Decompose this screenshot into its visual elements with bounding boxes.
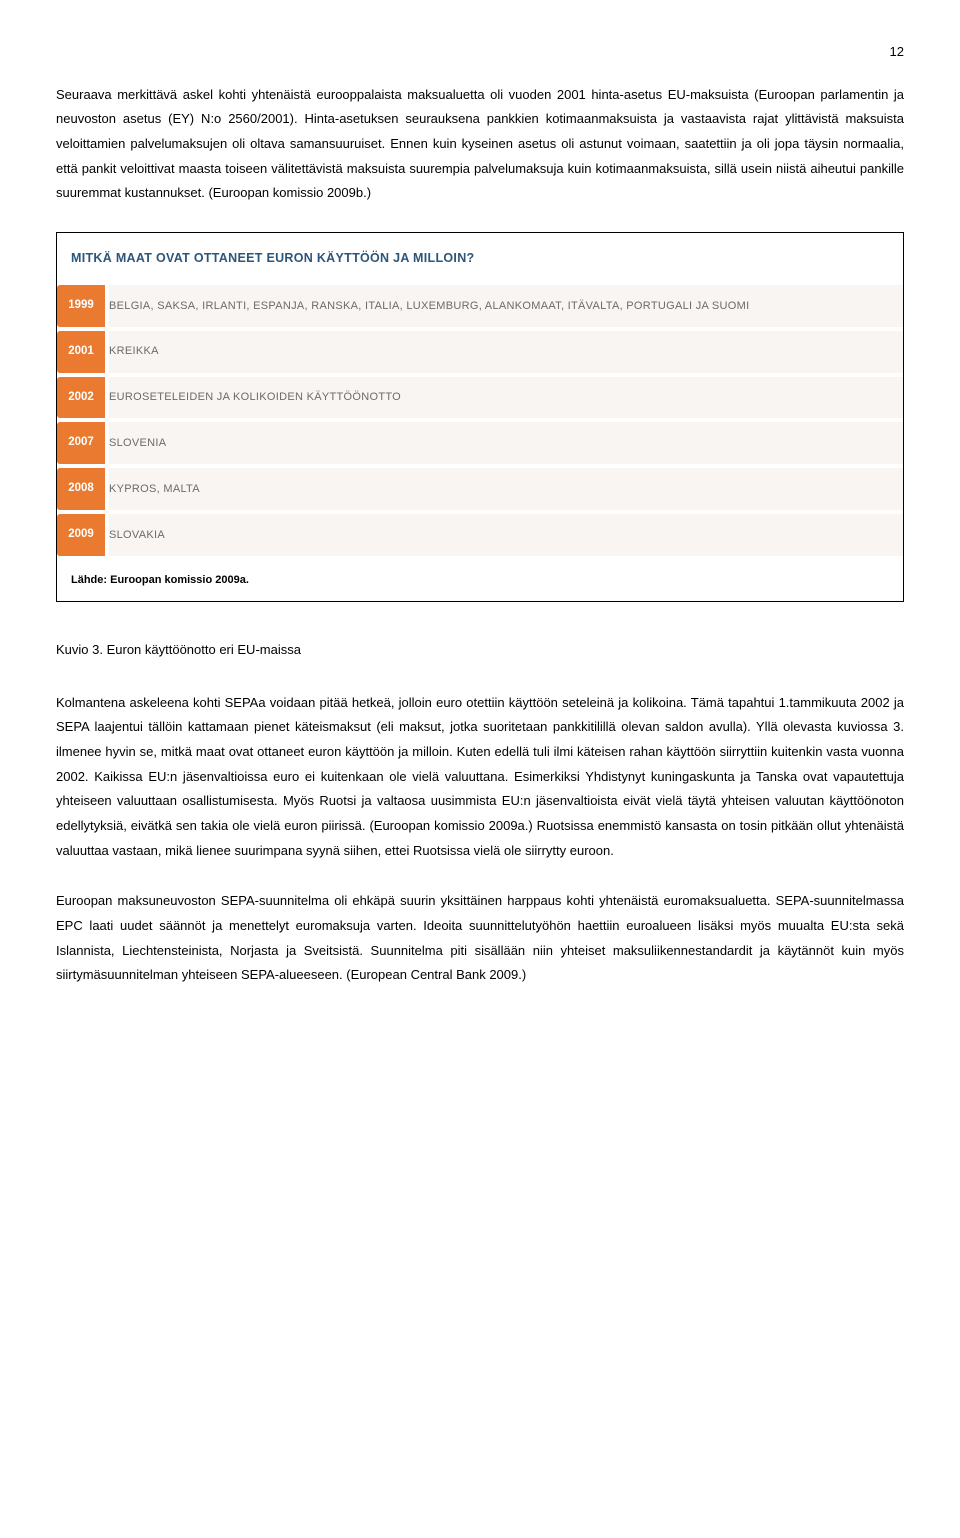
country-cell: SLOVAKIA xyxy=(109,514,903,556)
country-cell: KREIKKA xyxy=(109,331,903,373)
table-source: Lähde: Euroopan komissio 2009a. xyxy=(57,556,903,601)
year-badge: 2009 xyxy=(57,514,105,556)
table-row: 2007 SLOVENIA xyxy=(57,422,903,464)
table-body: 1999 BELGIA, SAKSA, IRLANTI, ESPANJA, RA… xyxy=(57,285,903,556)
table-title: MITKÄ MAAT OVAT OTTANEET EURON KÄYTTÖÖN … xyxy=(57,233,903,285)
figure-caption: Kuvio 3. Euron käyttöönotto eri EU-maiss… xyxy=(56,638,904,663)
country-cell: SLOVENIA xyxy=(109,422,903,464)
page-number: 12 xyxy=(56,40,904,65)
table-row: 1999 BELGIA, SAKSA, IRLANTI, ESPANJA, RA… xyxy=(57,285,903,327)
country-cell: BELGIA, SAKSA, IRLANTI, ESPANJA, RANSKA,… xyxy=(109,285,903,327)
year-badge: 2008 xyxy=(57,468,105,510)
table-row: 2002 EUROSETELEIDEN JA KOLIKOIDEN KÄYTTÖ… xyxy=(57,377,903,419)
euro-adoption-table: MITKÄ MAAT OVAT OTTANEET EURON KÄYTTÖÖN … xyxy=(56,232,904,602)
paragraph-2: Kolmantena askeleena kohti SEPAa voidaan… xyxy=(56,691,904,864)
country-cell: EUROSETELEIDEN JA KOLIKOIDEN KÄYTTÖÖNOTT… xyxy=(109,377,903,419)
paragraph-1: Seuraava merkittävä askel kohti yhtenäis… xyxy=(56,83,904,206)
year-badge: 2007 xyxy=(57,422,105,464)
year-badge: 2002 xyxy=(57,377,105,419)
table-row: 2009 SLOVAKIA xyxy=(57,514,903,556)
table-row: 2001 KREIKKA xyxy=(57,331,903,373)
table-row: 2008 KYPROS, MALTA xyxy=(57,468,903,510)
year-badge: 2001 xyxy=(57,331,105,373)
country-cell: KYPROS, MALTA xyxy=(109,468,903,510)
year-badge: 1999 xyxy=(57,285,105,327)
paragraph-3: Euroopan maksuneuvoston SEPA-suunnitelma… xyxy=(56,889,904,988)
